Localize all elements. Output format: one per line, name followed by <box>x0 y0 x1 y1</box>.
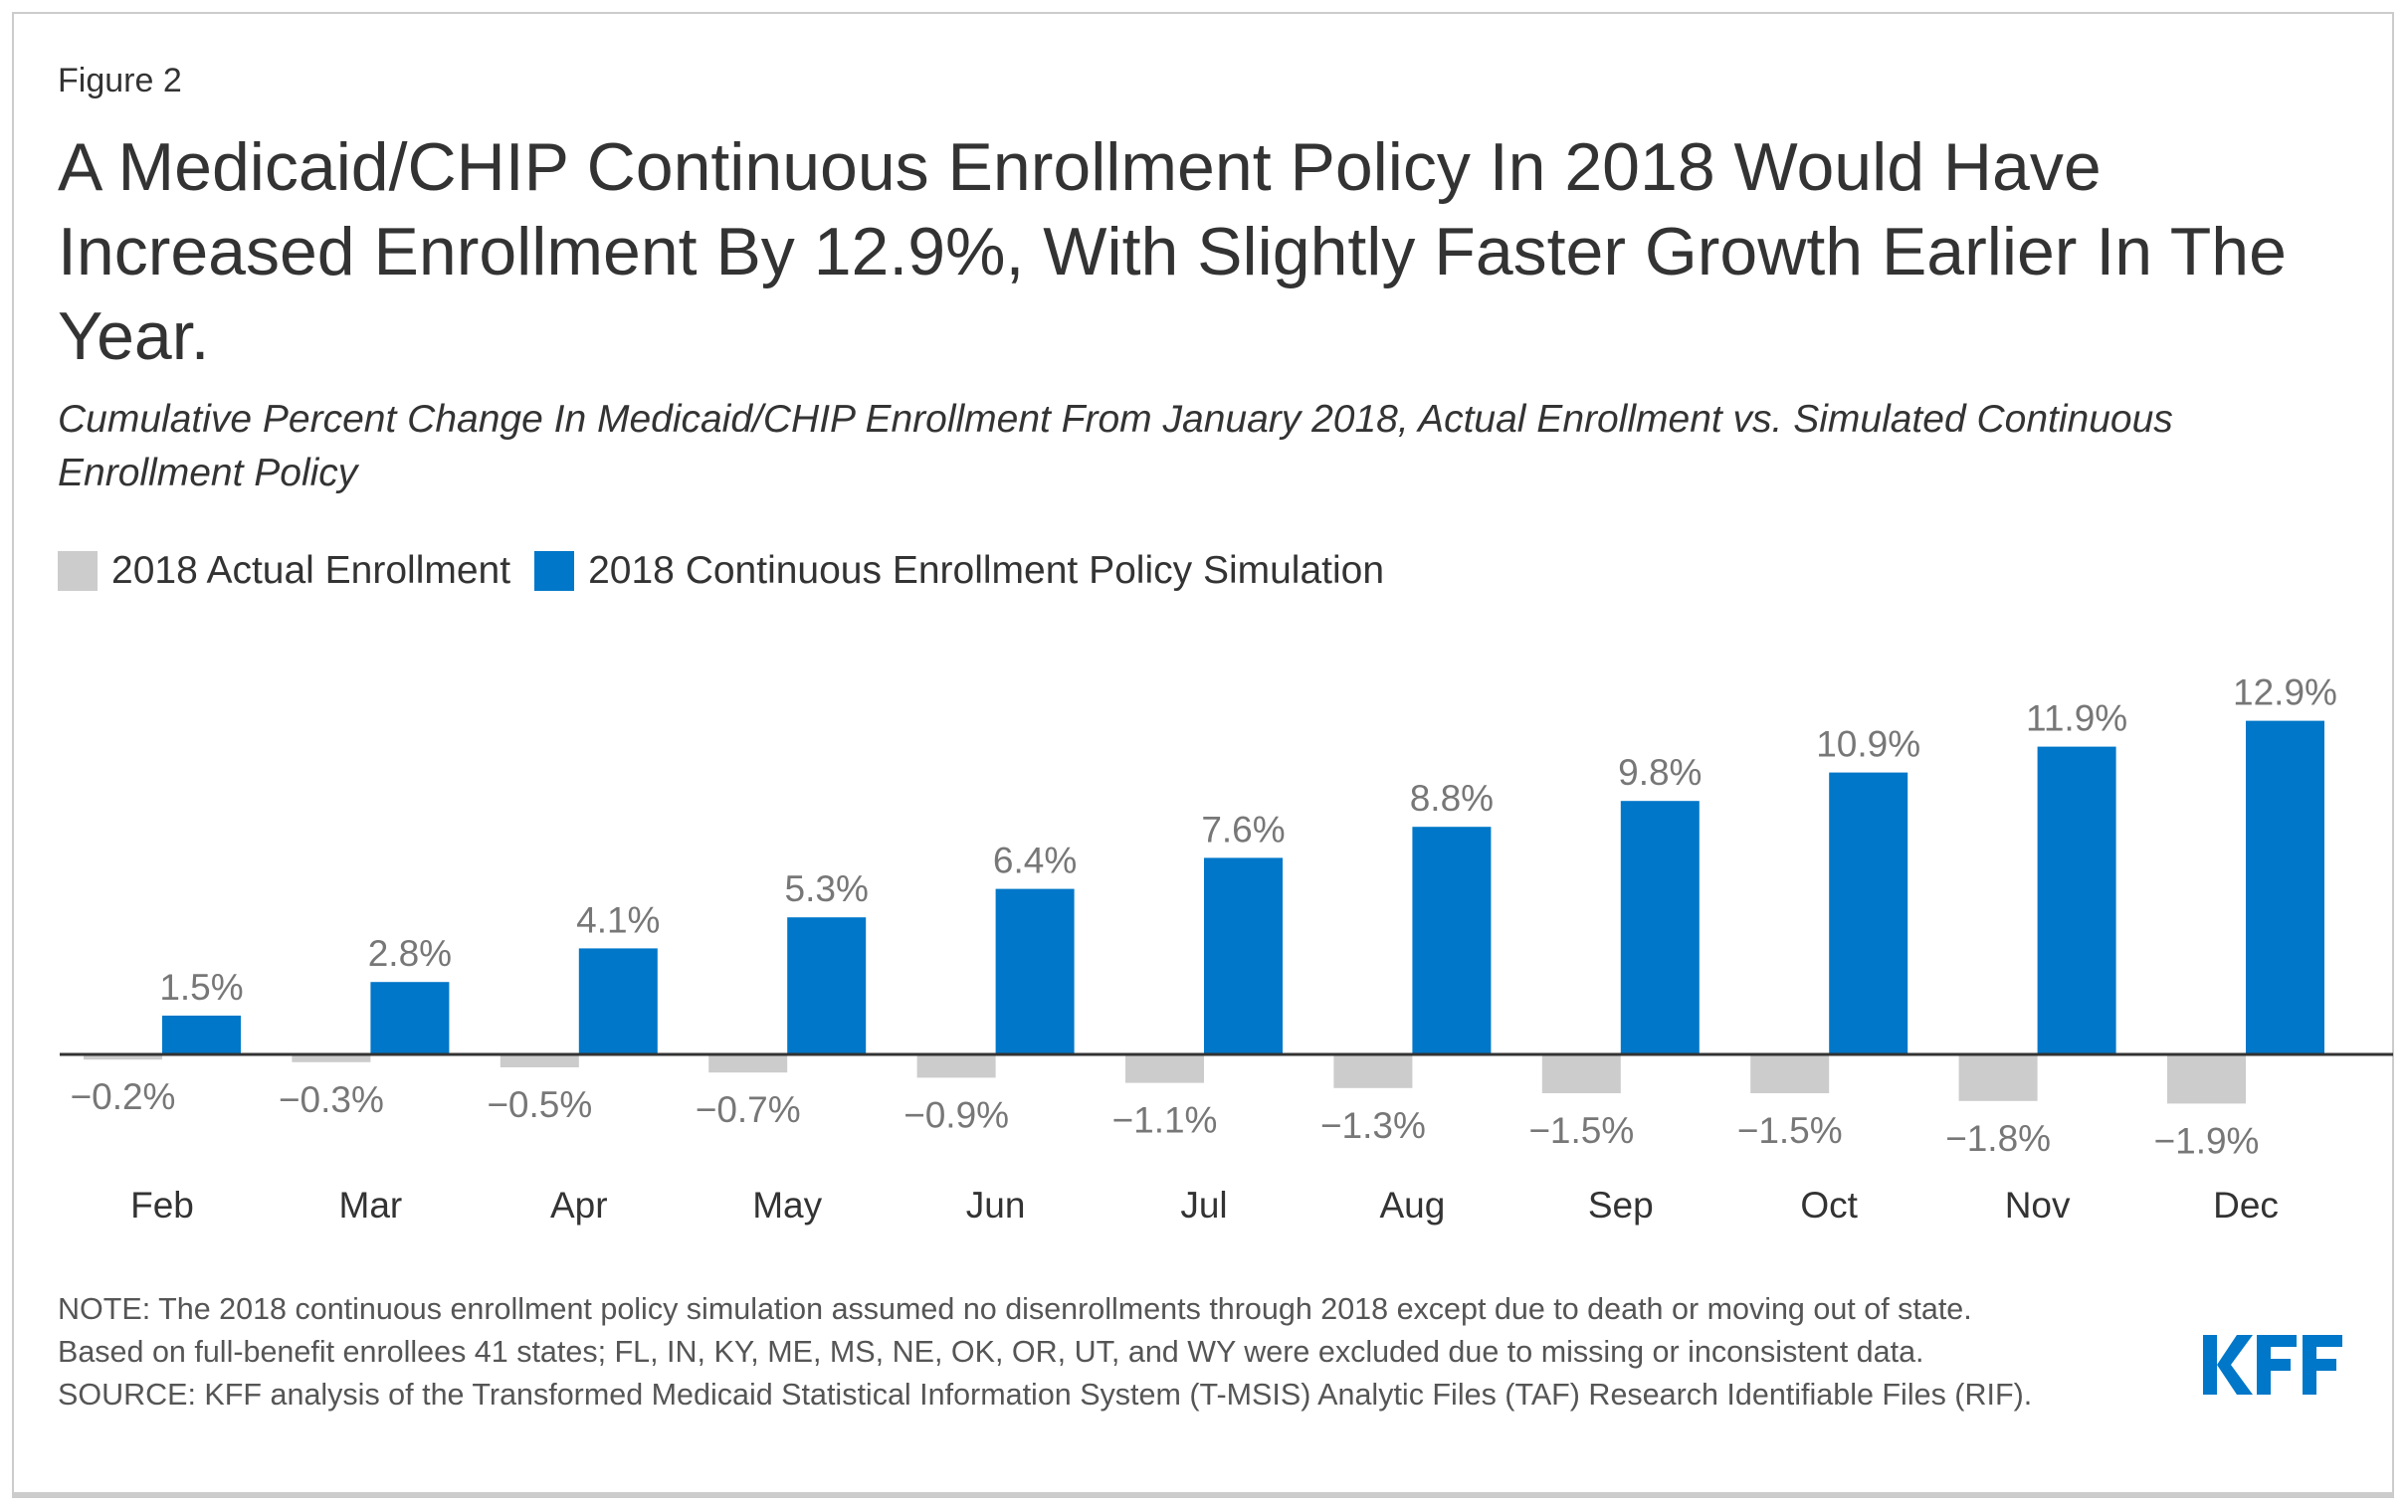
bar-chart: 1.5% −0.2% Feb 2.8% −0.3% Mar 4.1% −0.5% Apr 5.3%… <box>60 672 2393 1226</box>
data-label-simulation: 6.4% <box>993 841 1077 881</box>
bar-simulation-dec <box>2246 720 2324 1054</box>
x-tick-label: Apr <box>550 1185 608 1226</box>
bar-simulation-sep <box>1620 801 1700 1054</box>
bar-simulation-jul <box>1204 857 1283 1054</box>
note-line: NOTE: The 2018 continuous enrollment pol… <box>58 1292 1972 1326</box>
x-tick-label: Nov <box>2005 1185 2071 1226</box>
source-line: SOURCE: KFF analysis of the Transformed … <box>58 1378 2033 1412</box>
data-label-actual: −1.9% <box>2154 1120 2260 1161</box>
data-label-actual: −1.3% <box>1320 1105 1426 1146</box>
data-label-simulation: 5.3% <box>785 868 869 909</box>
data-label-actual: −0.3% <box>279 1079 384 1120</box>
notes: NOTE: The 2018 continuous enrollment pol… <box>58 1288 2167 1417</box>
data-label-simulation: 8.8% <box>1410 778 1494 819</box>
kff-logo <box>2203 1335 2342 1395</box>
bar-simulation-jun <box>995 888 1075 1054</box>
bar-actual-oct <box>1750 1054 1830 1093</box>
legend-label-actual: 2018 Actual Enrollment <box>111 549 511 592</box>
legend-item-actual: 2018 Actual Enrollment <box>58 549 510 593</box>
bar-simulation-aug <box>1412 827 1492 1054</box>
legend: 2018 Actual Enrollment 2018 Continuous E… <box>58 549 1408 593</box>
legend-swatch-simulation <box>534 551 575 591</box>
bar-simulation-feb <box>162 1016 241 1054</box>
figure-frame <box>12 12 2394 1498</box>
figure-label: Figure 2 <box>58 62 182 99</box>
x-tick-label: Jul <box>1180 1185 1227 1226</box>
legend-swatch-actual <box>58 551 98 591</box>
data-label-simulation: 12.9% <box>2233 672 2337 713</box>
chart-title: A Medicaid/CHIP Continuous Enrollment Po… <box>58 129 2287 374</box>
bar-actual-mar <box>292 1054 371 1062</box>
data-label-simulation: 1.5% <box>159 967 243 1008</box>
legend-label-simulation: 2018 Continuous Enrollment Policy Simula… <box>588 549 1385 592</box>
x-tick-label: Jun <box>966 1185 1026 1226</box>
data-label-actual: −1.8% <box>1945 1118 2051 1159</box>
bar-simulation-may <box>787 917 867 1054</box>
bar-actual-aug <box>1333 1054 1413 1088</box>
x-tick-label: Oct <box>1800 1185 1858 1226</box>
x-tick-label: Aug <box>1379 1185 1445 1226</box>
data-label-actual: −1.5% <box>1528 1110 1634 1151</box>
data-label-actual: −1.1% <box>1112 1100 1218 1141</box>
x-tick-label: Dec <box>2213 1185 2279 1226</box>
x-tick-label: Feb <box>130 1185 194 1226</box>
data-label-simulation: 7.6% <box>1201 809 1285 850</box>
note-line: Based on full-benefit enrollees 41 state… <box>58 1335 1924 1369</box>
bar-simulation-nov <box>2037 746 2116 1054</box>
data-label-simulation: 10.9% <box>1816 724 1920 765</box>
data-label-actual: −0.5% <box>487 1084 592 1125</box>
bar-actual-feb <box>84 1054 162 1060</box>
data-label-actual: −0.7% <box>696 1089 801 1130</box>
bar-actual-jun <box>916 1054 996 1078</box>
x-tick-label: Sep <box>1588 1185 1654 1226</box>
legend-item-simulation: 2018 Continuous Enrollment Policy Simula… <box>534 549 1384 593</box>
bar-actual-may <box>708 1054 788 1073</box>
data-label-actual: −0.9% <box>903 1094 1009 1135</box>
bar-simulation-oct <box>1829 772 1908 1054</box>
data-label-actual: −1.5% <box>1737 1110 1843 1151</box>
data-label-simulation: 2.8% <box>368 933 452 974</box>
data-label-actual: −0.2% <box>71 1076 176 1117</box>
chart-subtitle: Cumulative Percent Change In Medicaid/CH… <box>58 398 2173 494</box>
data-label-simulation: 9.8% <box>1618 752 1702 793</box>
bar-actual-dec <box>2167 1054 2246 1104</box>
bar-actual-sep <box>1541 1054 1621 1093</box>
bar-actual-apr <box>500 1054 579 1067</box>
x-tick-label: Mar <box>339 1185 403 1226</box>
bar-simulation-mar <box>370 982 450 1054</box>
data-label-simulation: 4.1% <box>576 899 660 940</box>
data-label-simulation: 11.9% <box>2026 698 2127 739</box>
x-tick-label: May <box>752 1185 822 1226</box>
bar-actual-jul <box>1125 1054 1204 1083</box>
bar-simulation-apr <box>578 948 658 1054</box>
bar-actual-nov <box>1958 1054 2038 1101</box>
